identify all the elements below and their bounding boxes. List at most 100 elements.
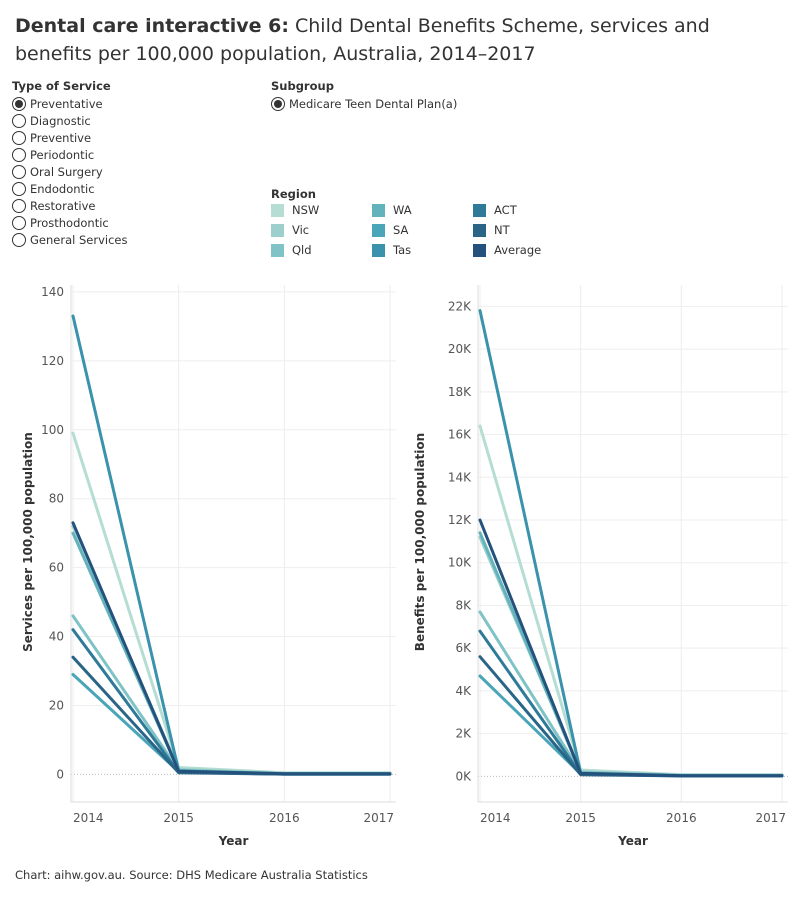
legend-swatch	[473, 203, 486, 217]
radio-unselected-icon[interactable]	[12, 147, 26, 162]
charts-area: 0 20 40 60 80 100 120 140 2014 2015 2016 2017 Year Se…	[21, 285, 788, 848]
y-tick-label: 20K	[448, 342, 472, 356]
y-tick-label: 140	[41, 285, 64, 299]
y-tick-label: 120	[41, 354, 64, 368]
legend-item-nsw[interactable]: NSW	[271, 202, 319, 218]
legend-item-act[interactable]: ACT	[473, 202, 517, 218]
radio-selected-icon[interactable]	[271, 96, 285, 111]
y-tick-label: 2K	[455, 727, 472, 741]
legend-label: WA	[393, 203, 412, 217]
type-of-service-radio-group: Preventative Diagnostic Preventive Periodon…	[12, 95, 127, 248]
radio-unselected-icon[interactable]	[12, 181, 26, 196]
legend-swatch	[473, 243, 486, 257]
x-tick-label: 2016	[269, 811, 300, 825]
radio-unselected-icon[interactable]	[12, 215, 26, 230]
radio-dot-icon	[15, 99, 23, 108]
type-of-service-option[interactable]: Diagnostic	[12, 112, 127, 129]
type-of-service-option-label: Diagnostic	[30, 113, 91, 128]
x-tick-label: 2014	[73, 811, 104, 825]
subgroup-option-label: Medicare Teen Dental Plan(a)	[289, 96, 458, 111]
type-of-service-option[interactable]: Preventative	[12, 95, 127, 112]
type-of-service-option[interactable]: Preventive	[12, 129, 127, 146]
y-tick-label: 20	[49, 698, 64, 712]
y-tick-label: 60	[49, 561, 64, 575]
legend-item-wa[interactable]: WA	[372, 202, 412, 218]
y-tick-label: 22K	[448, 299, 472, 313]
region-legend-title: Region	[271, 187, 316, 201]
x-tick-label: 2015	[565, 811, 596, 825]
subgroup-label: Subgroup	[271, 79, 334, 93]
series-line-sa	[71, 673, 392, 776]
y-axis-title: Services per 100,000 population	[21, 432, 35, 652]
legend-item-qld[interactable]: Qld	[271, 242, 312, 258]
region-legend: NSW Vic Qld WA SA Tas ACT NT Average	[271, 202, 571, 272]
legend-item-average[interactable]: Average	[473, 242, 541, 258]
legend-item-nt[interactable]: NT	[473, 222, 510, 238]
x-tick-label: 2017	[755, 811, 786, 825]
series-line-nsw	[71, 431, 392, 775]
page-title-rest: Child Dental Benefits Scheme, services a…	[15, 15, 710, 65]
x-axis-title: Year	[617, 834, 648, 848]
y-tick-label: 0	[56, 767, 64, 781]
radio-unselected-icon[interactable]	[12, 113, 26, 128]
legend-label: SA	[393, 223, 409, 237]
legend-swatch	[271, 223, 284, 237]
y-tick-label: 8K	[455, 598, 472, 612]
legend-item-tas[interactable]: Tas	[372, 242, 411, 258]
type-of-service-option[interactable]: Restorative	[12, 197, 127, 214]
y-tick-label: 40	[49, 630, 64, 644]
series-line-nsw	[478, 424, 784, 777]
radio-unselected-icon[interactable]	[12, 130, 26, 145]
source-note: Chart: aihw.gov.au. Source: DHS Medicare…	[15, 868, 368, 882]
radio-unselected-icon[interactable]	[12, 198, 26, 213]
type-of-service-option[interactable]: Prosthodontic	[12, 214, 127, 231]
type-of-service-option-label: General Services	[30, 232, 128, 247]
series-line-wa	[478, 531, 784, 777]
series-line-act	[71, 628, 392, 776]
x-tick-label: 2014	[480, 811, 511, 825]
radio-unselected-icon[interactable]	[12, 164, 26, 179]
y-tick-label: 4K	[455, 684, 472, 698]
legend-item-sa[interactable]: SA	[372, 222, 408, 238]
chart-panel: 0 20 40 60 80 100 120 140 2014 2015 2016 2017 Year Se…	[21, 285, 396, 848]
radio-unselected-icon[interactable]	[12, 232, 26, 247]
type-of-service-option[interactable]: Periodontic	[12, 146, 127, 163]
x-tick-label: 2015	[163, 811, 194, 825]
legend-label: NSW	[292, 203, 320, 217]
legend-item-vic[interactable]: Vic	[271, 222, 309, 238]
type-of-service-option[interactable]: Endodontic	[12, 180, 127, 197]
type-of-service-option-label: Oral Surgery	[30, 164, 103, 179]
legend-swatch	[372, 203, 385, 217]
type-of-service-option[interactable]: Oral Surgery	[12, 163, 127, 180]
series-line-nt	[478, 655, 784, 778]
chart-panel: 0K 2K 4K 6K 8K 10K 12K 14K 16K 18K 20K 22K 2014 2015 2…	[413, 285, 788, 848]
y-tick-label: 12K	[448, 513, 472, 527]
legend-swatch	[372, 223, 385, 237]
x-axis-title: Year	[218, 834, 249, 848]
legend-swatch	[271, 243, 284, 257]
series-line-tas	[478, 309, 784, 778]
series-line-vic	[71, 524, 392, 775]
legend-label: Tas	[393, 243, 412, 257]
y-tick-label: 16K	[448, 428, 472, 442]
type-of-service-option-label: Preventative	[30, 96, 103, 111]
y-tick-label: 10K	[448, 556, 472, 570]
legend-swatch	[473, 223, 486, 237]
type-of-service-option-label: Restorative	[30, 198, 96, 213]
legend-label: Qld	[292, 243, 312, 257]
type-of-service-label: Type of Service	[12, 79, 111, 93]
page-title: Dental care interactive 6: Child Dental …	[15, 12, 790, 68]
subgroup-option[interactable]: Medicare Teen Dental Plan(a)	[271, 95, 457, 112]
type-of-service-option-label: Prosthodontic	[30, 215, 109, 230]
legend-label: Vic	[292, 223, 310, 237]
series-line-average	[71, 521, 392, 776]
radio-dot-icon	[274, 99, 282, 108]
y-tick-label: 18K	[448, 385, 472, 399]
type-of-service-option[interactable]: General Services	[12, 231, 127, 248]
y-tick-label: 14K	[448, 470, 472, 484]
type-of-service-option-label: Preventive	[30, 130, 92, 145]
series-line-act	[478, 629, 784, 778]
radio-selected-icon[interactable]	[12, 96, 26, 111]
series-line-wa	[71, 531, 392, 776]
x-tick-label: 2016	[666, 811, 697, 825]
